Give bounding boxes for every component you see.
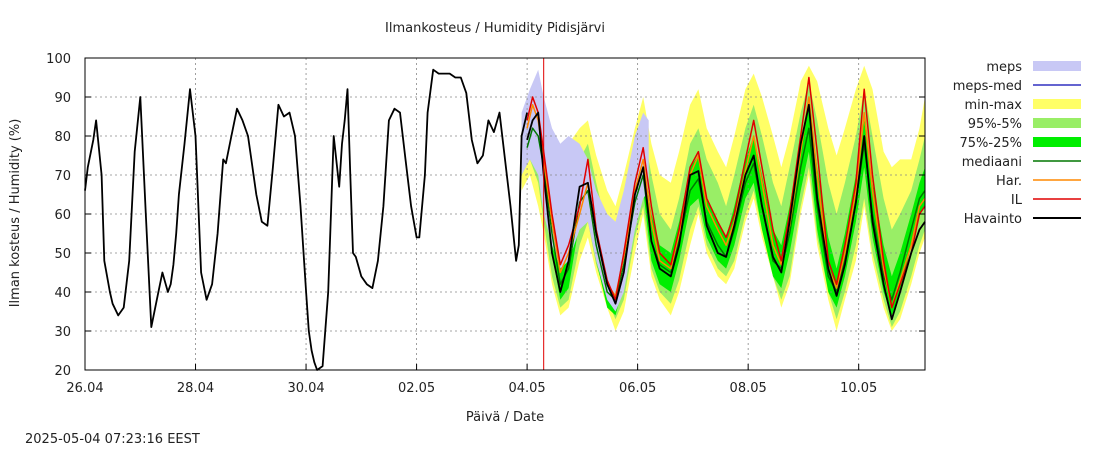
x-tick-label: 06.05 xyxy=(619,381,656,396)
legend-swatch-minmax xyxy=(1033,99,1081,109)
y-tick-label: 100 xyxy=(46,52,71,67)
x-tick-label: 30.04 xyxy=(287,381,324,396)
legend-swatch-meps xyxy=(1033,61,1081,71)
y-tick-label: 80 xyxy=(54,130,71,145)
legend: meps meps-med min-max 95%-5% 75%-25% mediaani… xyxy=(953,60,1081,227)
y-axis-label: Ilman kosteus / Humidity (%) xyxy=(8,119,23,308)
legend-label-mediaani: mediaani xyxy=(962,155,1022,170)
legend-label-meps_med: meps-med xyxy=(953,79,1022,94)
x-tick-label: 04.05 xyxy=(508,381,545,396)
series-lines xyxy=(84,68,926,371)
x-tick-label: 02.05 xyxy=(398,381,435,396)
legend-label-il: IL xyxy=(1011,193,1023,208)
y-tick-label: 20 xyxy=(54,364,71,379)
x-tick-label: 10.05 xyxy=(840,381,877,396)
y-axis-ticks: 20 30 40 50 60 70 80 90 100 xyxy=(46,52,925,379)
y-tick-label: 90 xyxy=(54,91,71,106)
y-tick-label: 70 xyxy=(54,169,71,184)
legend-label-havainto: Havainto xyxy=(964,212,1022,227)
x-tick-label: 28.04 xyxy=(177,381,214,396)
series-line-il xyxy=(526,76,926,309)
legend-swatch-p95_5 xyxy=(1033,118,1081,128)
legend-label-p75_25: 75%-25% xyxy=(960,136,1022,151)
y-tick-label: 30 xyxy=(54,325,71,340)
series-line-havainto_fc xyxy=(526,103,926,321)
legend-label-minmax: min-max xyxy=(964,98,1022,113)
x-tick-label: 26.04 xyxy=(66,381,103,396)
y-tick-label: 60 xyxy=(54,208,71,223)
x-tick-label: 08.05 xyxy=(730,381,767,396)
x-axis-label: Päivä / Date xyxy=(466,410,544,425)
y-tick-label: 40 xyxy=(54,286,71,301)
series-line-havainto xyxy=(84,68,528,371)
grid-lines xyxy=(85,58,925,370)
y-tick-label: 50 xyxy=(54,247,71,262)
legend-label-meps: meps xyxy=(986,60,1022,75)
timestamp: 2025-05-04 07:23:16 EEST xyxy=(25,432,200,447)
legend-swatch-p75_25 xyxy=(1033,137,1081,147)
x-axis-ticks: 26.04 28.04 30.04 02.05 04.05 06.05 08.05 10.05 xyxy=(66,364,877,396)
legend-label-har: Har. xyxy=(996,174,1022,189)
legend-label-p95_5: 95%-5% xyxy=(968,117,1022,132)
series-line-har xyxy=(526,96,926,309)
chart-title: Ilmankosteus / Humidity Pidisjärvi xyxy=(385,21,605,36)
